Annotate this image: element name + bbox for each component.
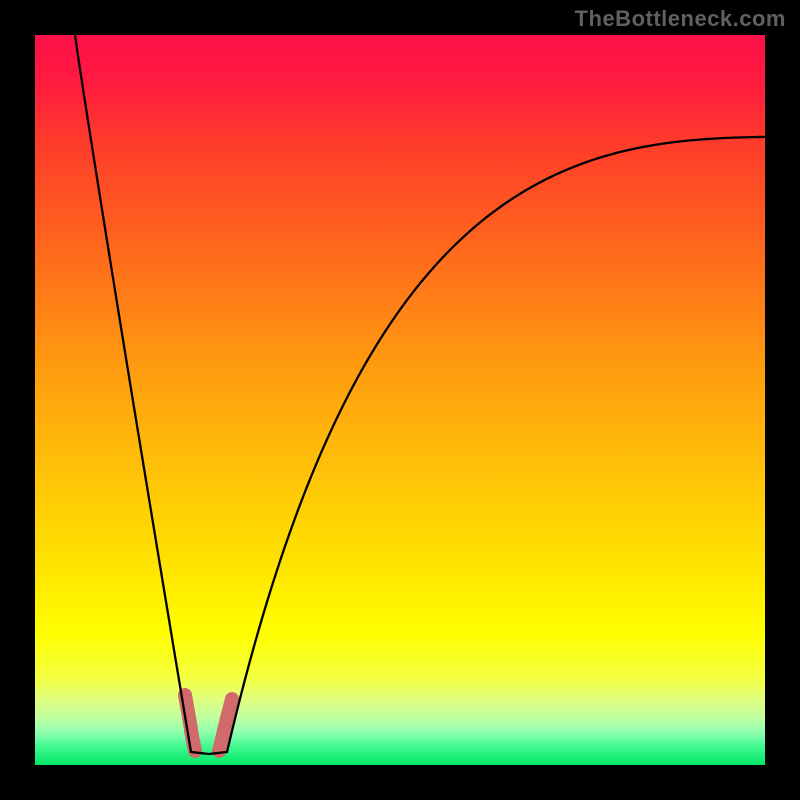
dip-marker-segment	[224, 699, 232, 730]
watermark-text: TheBottleneck.com	[575, 6, 786, 32]
dip-marker-segment	[191, 731, 195, 751]
frame-border-right	[765, 0, 800, 800]
frame-border-bottom	[0, 765, 800, 800]
plot-svg	[35, 35, 765, 765]
plot-area	[35, 35, 765, 765]
chart-frame: TheBottleneck.com	[0, 0, 800, 800]
frame-border-left	[0, 0, 35, 800]
